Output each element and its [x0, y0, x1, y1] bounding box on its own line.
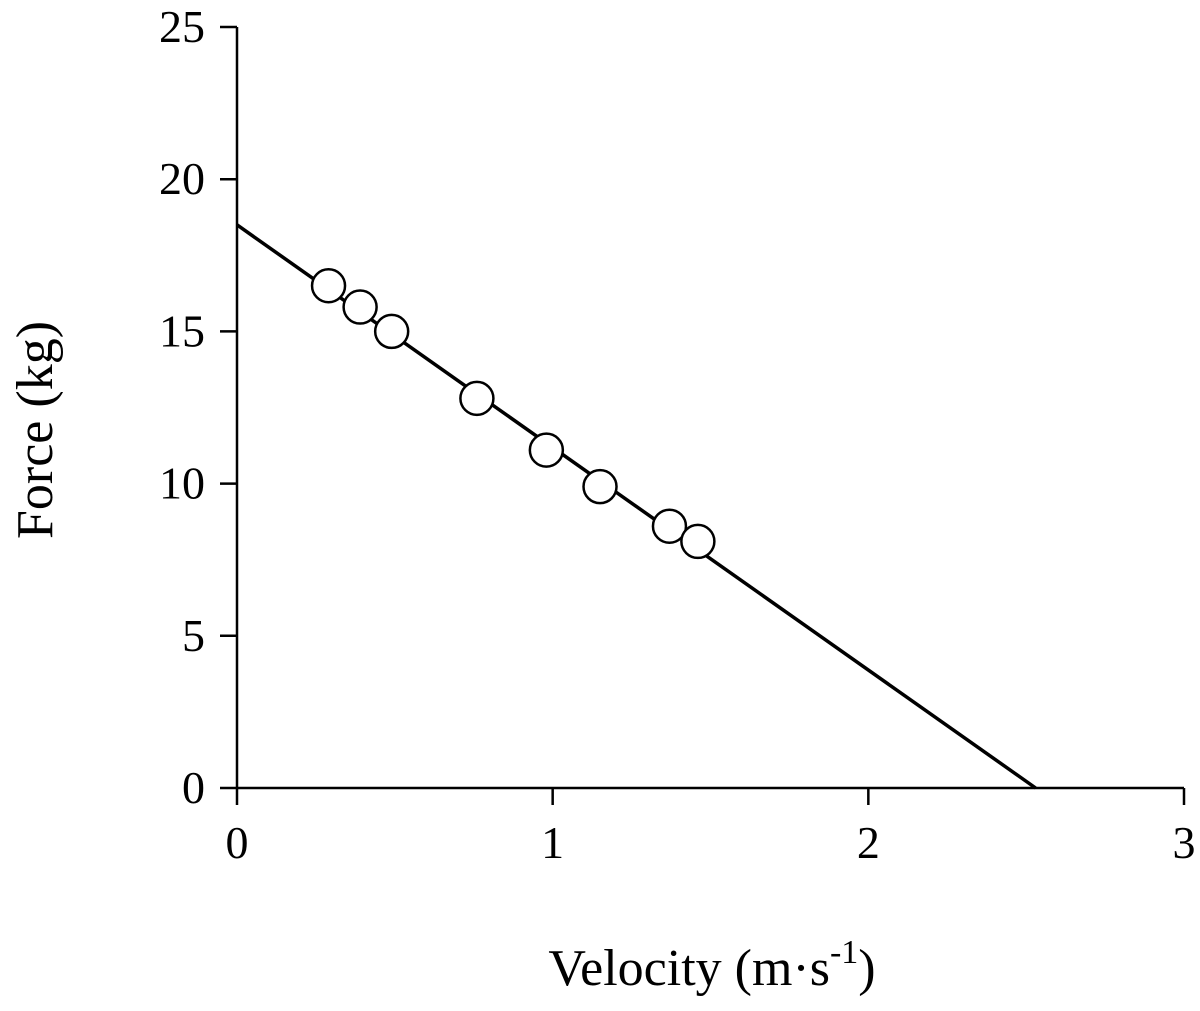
x-axis-title-main: Velocity (m·s: [548, 940, 830, 997]
y-tick-label: 15: [159, 305, 205, 356]
ticks: 0 5 10 15 20 25 0 1 2 3: [159, 1, 1196, 868]
data-point: [680, 523, 716, 560]
y-tick-label: 20: [159, 153, 205, 204]
y-tick-label: 10: [159, 458, 205, 509]
y-axis-title: Force (kg): [7, 321, 64, 539]
x-axis-title-close: ): [858, 940, 875, 997]
x-tick-label: 2: [857, 817, 880, 868]
x-tick-label: 1: [541, 817, 564, 868]
data-point: [310, 267, 347, 304]
x-axis-title-sup: -1: [830, 934, 858, 971]
y-tick-label: 25: [159, 1, 205, 52]
data-points: [310, 267, 716, 560]
x-axis-title: Velocity (m·s-1): [548, 934, 875, 997]
data-point: [528, 432, 565, 468]
x-tick-label: 3: [1173, 817, 1196, 868]
data-point: [373, 313, 410, 350]
y-tick-label: 5: [182, 610, 205, 661]
data-point: [342, 289, 378, 325]
y-tick-label: 0: [182, 762, 205, 813]
data-point: [582, 468, 618, 505]
x-tick-label: 0: [226, 817, 249, 868]
data-point: [459, 380, 495, 417]
data-point: [651, 508, 688, 544]
axes: [235, 27, 1184, 790]
